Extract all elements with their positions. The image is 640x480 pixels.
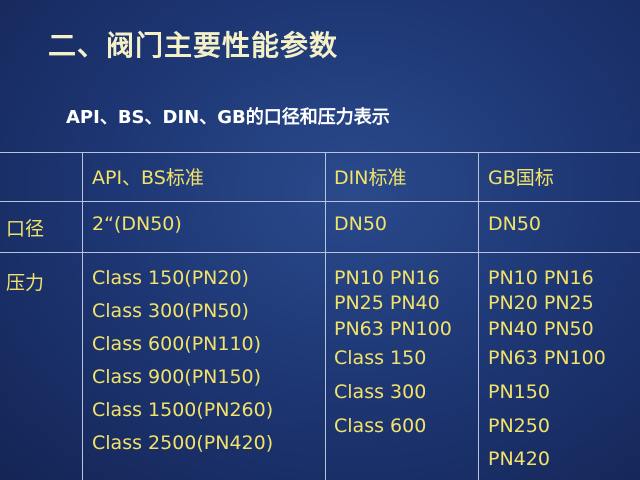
- table-cell: Class 150(PN20) Class 300(PN50) Class 600(…: [92, 265, 273, 463]
- column-header: GB国标: [488, 167, 554, 189]
- table-border: [0, 252, 640, 253]
- cell-line: Class 150: [334, 347, 427, 369]
- cell-line: PN20 PN25: [488, 292, 594, 314]
- cell-line: PN25 PN40: [334, 292, 440, 314]
- table-border: [82, 152, 83, 480]
- cell-line: PN63 PN100: [334, 318, 452, 340]
- table-cell: DN50: [334, 211, 387, 236]
- table-border: [0, 152, 640, 153]
- cell-line: Class 300(PN50): [92, 300, 249, 322]
- row-header: 口径: [6, 218, 45, 240]
- row-header: 压力: [6, 272, 45, 294]
- cell-line: PN40 PN50: [488, 318, 594, 340]
- table-border: [478, 152, 479, 480]
- column-header: API、BS标准: [92, 167, 204, 189]
- table-cell: PN10 PN16 PN20 PN25 PN40 PN50 PN63 PN100 PN1…: [488, 265, 606, 479]
- table-cell: PN10 PN16 PN25 PN40 PN63 PN100 Class 150 Cla…: [334, 265, 452, 446]
- cell-line: DN50: [334, 213, 388, 235]
- table-border: [0, 201, 640, 202]
- cell-line: PN250: [488, 415, 550, 437]
- table-cell: 2“(DN50): [92, 211, 182, 244]
- cell-line: Class 600: [334, 415, 427, 437]
- cell-line: Class 1500(PN260): [92, 399, 274, 421]
- cell-line: 2“(DN50): [92, 213, 182, 235]
- cell-line: Class 2500(PN420): [92, 432, 274, 454]
- cell-line: Class 900(PN150): [92, 366, 262, 388]
- cell-line: Class 300: [334, 381, 427, 403]
- cell-line: PN63 PN100: [488, 347, 606, 369]
- cell-line: PN420: [488, 448, 550, 470]
- cell-line: PN150: [488, 381, 550, 403]
- table-cell: DN50: [488, 211, 541, 236]
- slide-subtitle: API、BS、DIN、GB的口径和压力表示: [66, 107, 390, 128]
- cell-line: Class 150(PN20): [92, 267, 249, 289]
- column-header: DIN标准: [334, 167, 407, 189]
- table-border: [325, 152, 326, 480]
- cell-line: PN10 PN16: [334, 267, 440, 289]
- cell-line: PN10 PN16: [488, 267, 594, 289]
- cell-line: Class 600(PN110): [92, 333, 262, 355]
- slide-title: 二、阀门主要性能参数: [48, 29, 339, 62]
- cell-line: DN50: [488, 213, 542, 235]
